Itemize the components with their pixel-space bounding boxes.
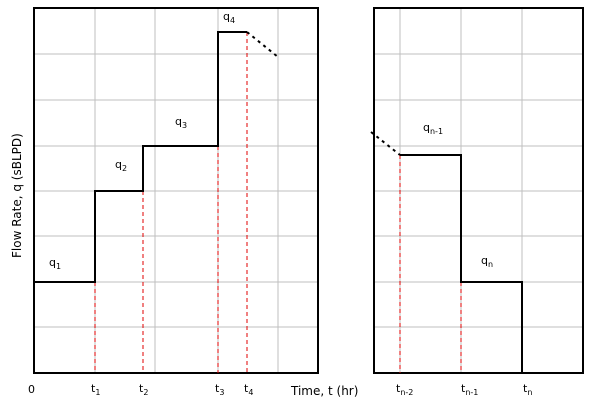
rate-label-qn-1: qn-1	[423, 121, 443, 136]
time-label-tn-1: tn-1	[461, 382, 478, 397]
left-step-continuation	[246, 31, 279, 58]
rate-label-q3: q3	[175, 115, 187, 130]
left-grid	[34, 8, 318, 373]
left-plot-frame	[33, 7, 319, 374]
rate-label-qn: qn	[481, 254, 493, 269]
right-plot-frame	[373, 7, 584, 374]
right-grid	[374, 8, 583, 373]
time-label-t4: t4	[244, 382, 253, 397]
left-step-rate-line	[34, 31, 247, 283]
x-axis-title: Time, t (hr)	[290, 384, 358, 398]
right-time-markers	[399, 155, 462, 373]
time-label-t1: t1	[91, 382, 100, 397]
rate-label-q2: q2	[115, 158, 127, 173]
right-step-rate-line	[400, 154, 523, 373]
right-step-lead-in	[370, 131, 401, 156]
left-time-markers	[94, 32, 248, 373]
time-label-tn-2: tn-2	[396, 382, 413, 397]
time-label-t2: t2	[139, 382, 148, 397]
right-panel: qn-1 qn tn-2 tn-1 tn	[370, 7, 584, 397]
rate-label-q4: q4	[223, 10, 235, 25]
left-panel: q1 q2 q3 q4 0 t1 t2 t3 t4	[28, 7, 319, 397]
time-label-t3: t3	[215, 382, 224, 397]
rate-label-q1: q1	[49, 256, 61, 271]
origin-label: 0	[28, 383, 35, 396]
time-label-tn: tn	[523, 382, 532, 397]
y-axis-title: Flow Rate, q (sBLPD)	[10, 133, 24, 258]
